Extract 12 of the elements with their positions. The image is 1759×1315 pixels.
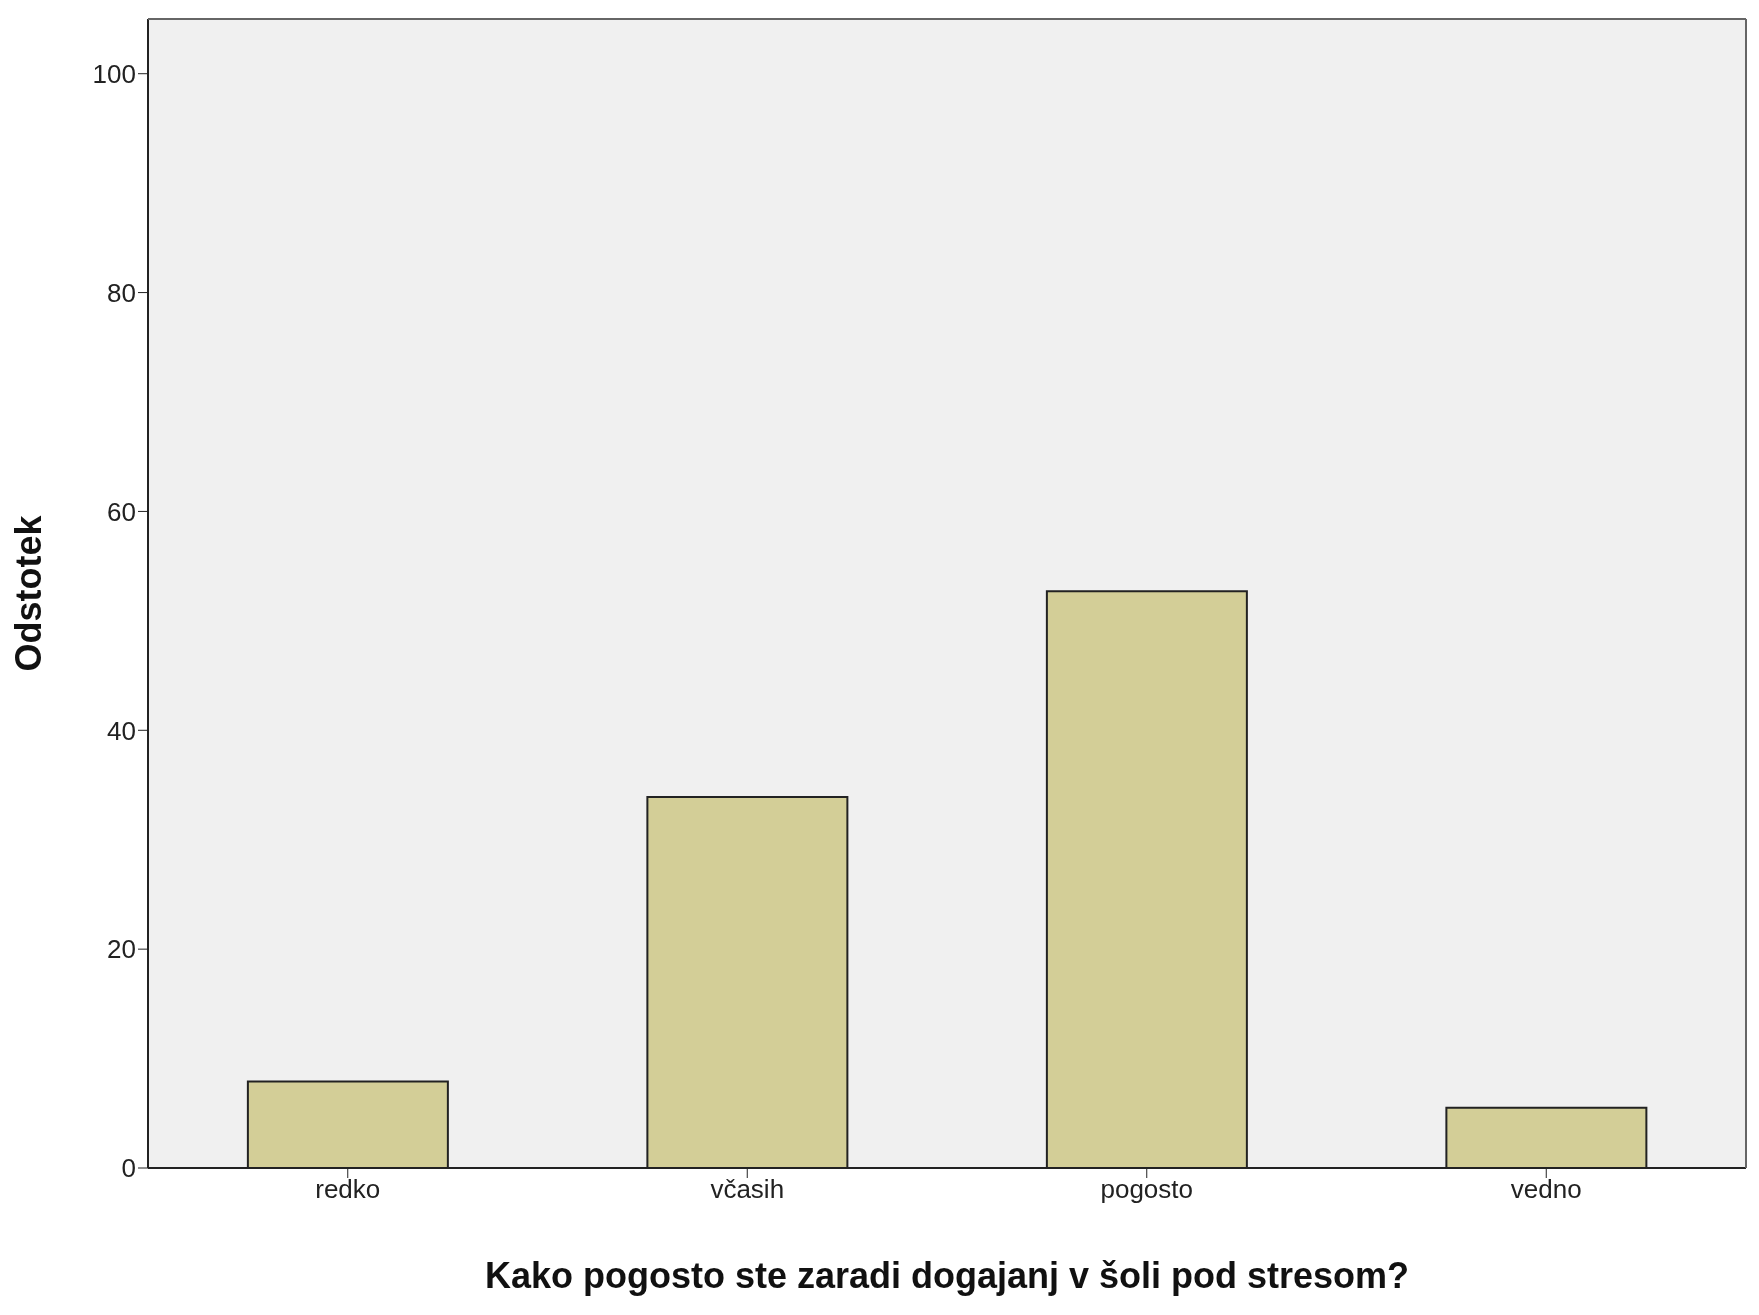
y-tick-label: 20 xyxy=(107,934,136,965)
y-tick-label: 80 xyxy=(107,277,136,308)
x-axis-title: Kako pogosto ste zaradi dogajanj v šoli pod stresom? xyxy=(484,1255,1410,1296)
y-tick-label: 100 xyxy=(92,58,136,89)
x-tick-label: pogosto xyxy=(1100,1174,1194,1205)
y-tick-label: 0 xyxy=(121,1153,136,1184)
x-tick-label: vedno xyxy=(1510,1174,1582,1205)
y-tick-label: 60 xyxy=(107,496,136,527)
y-axis-title: Odstotek xyxy=(7,514,49,672)
x-tick-label: redko xyxy=(315,1174,381,1205)
y-tick-label: 40 xyxy=(107,715,136,746)
x-tick-label: včasih xyxy=(710,1174,785,1205)
